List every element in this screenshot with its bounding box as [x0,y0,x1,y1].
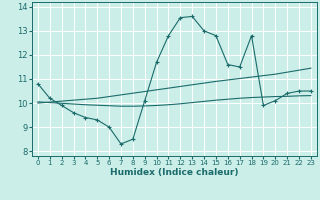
X-axis label: Humidex (Indice chaleur): Humidex (Indice chaleur) [110,168,239,177]
